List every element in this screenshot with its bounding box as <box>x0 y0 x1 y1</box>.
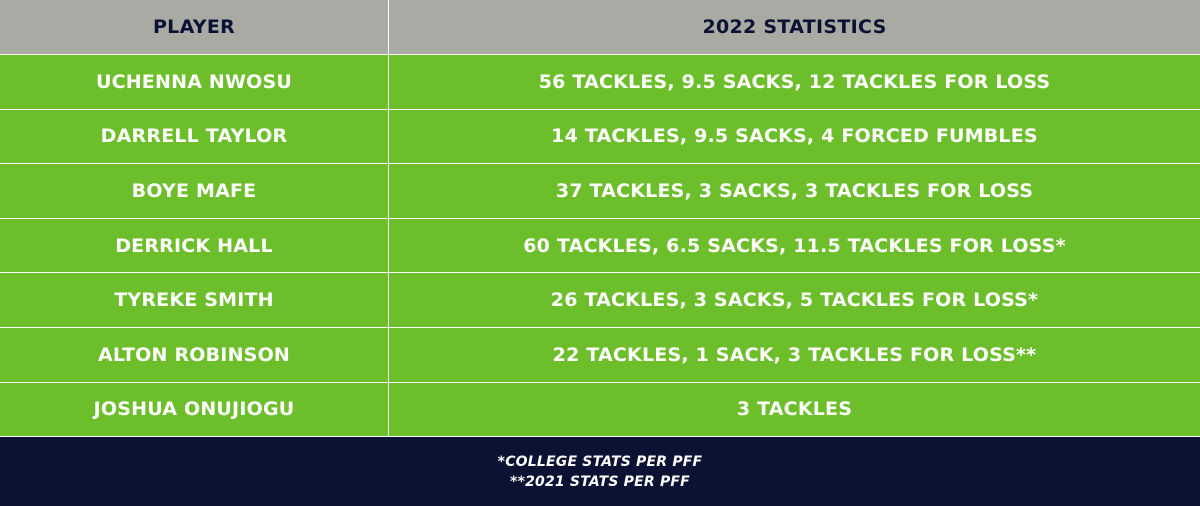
player-name-cell: ALTON ROBINSON <box>0 327 389 382</box>
player-name-cell: BOYE MAFE <box>0 164 389 218</box>
player-stats-cell: 37 TACKLES, 3 SACKS, 3 TACKLES FOR LOSS <box>389 164 1200 218</box>
player-name-cell: JOSHUA ONUJIOGU <box>0 382 389 437</box>
player-stats-cell: 3 TACKLES <box>389 382 1200 437</box>
table-row: DARRELL TAYLOR 14 TACKLES, 9.5 SACKS, 4 … <box>0 109 1200 165</box>
player-name-cell: DERRICK HALL <box>0 218 389 273</box>
footnote-2021: **2021 STATS PER PFF <box>510 473 690 490</box>
table-row: DERRICK HALL 60 TACKLES, 6.5 SACKS, 11.5… <box>0 218 1200 274</box>
player-name-cell: UCHENNA NWOSU <box>0 55 389 109</box>
table-row: BOYE MAFE 37 TACKLES, 3 SACKS, 3 TACKLES… <box>0 164 1200 219</box>
player-column-header: PLAYER <box>0 0 389 55</box>
header-row: PLAYER 2022 STATISTICS <box>0 0 1200 55</box>
stats-column-header: 2022 STATISTICS <box>389 0 1200 55</box>
footnote-college: *COLLEGE STATS PER PFF <box>497 453 703 470</box>
player-name-cell: DARRELL TAYLOR <box>0 109 389 164</box>
table-row: ALTON ROBINSON 22 TACKLES, 1 SACK, 3 TAC… <box>0 327 1200 383</box>
table-row: JOSHUA ONUJIOGU 3 TACKLES <box>0 382 1200 438</box>
footnotes: *COLLEGE STATS PER PFF **2021 STATS PER … <box>0 437 1200 506</box>
player-stats-cell: 60 TACKLES, 6.5 SACKS, 11.5 TACKLES FOR … <box>389 218 1200 273</box>
player-stats-cell: 22 TACKLES, 1 SACK, 3 TACKLES FOR LOSS** <box>389 327 1200 382</box>
table-row: TYREKE SMITH 26 TACKLES, 3 SACKS, 5 TACK… <box>0 273 1200 328</box>
table-body: UCHENNA NWOSU 56 TACKLES, 9.5 SACKS, 12 … <box>0 55 1200 438</box>
player-name-cell: TYREKE SMITH <box>0 273 389 327</box>
player-stats-cell: 14 TACKLES, 9.5 SACKS, 4 FORCED FUMBLES <box>389 109 1200 164</box>
player-stats-cell: 26 TACKLES, 3 SACKS, 5 TACKLES FOR LOSS* <box>389 273 1200 327</box>
player-stats-cell: 56 TACKLES, 9.5 SACKS, 12 TACKLES FOR LO… <box>389 55 1200 109</box>
table-row: UCHENNA NWOSU 56 TACKLES, 9.5 SACKS, 12 … <box>0 55 1200 110</box>
